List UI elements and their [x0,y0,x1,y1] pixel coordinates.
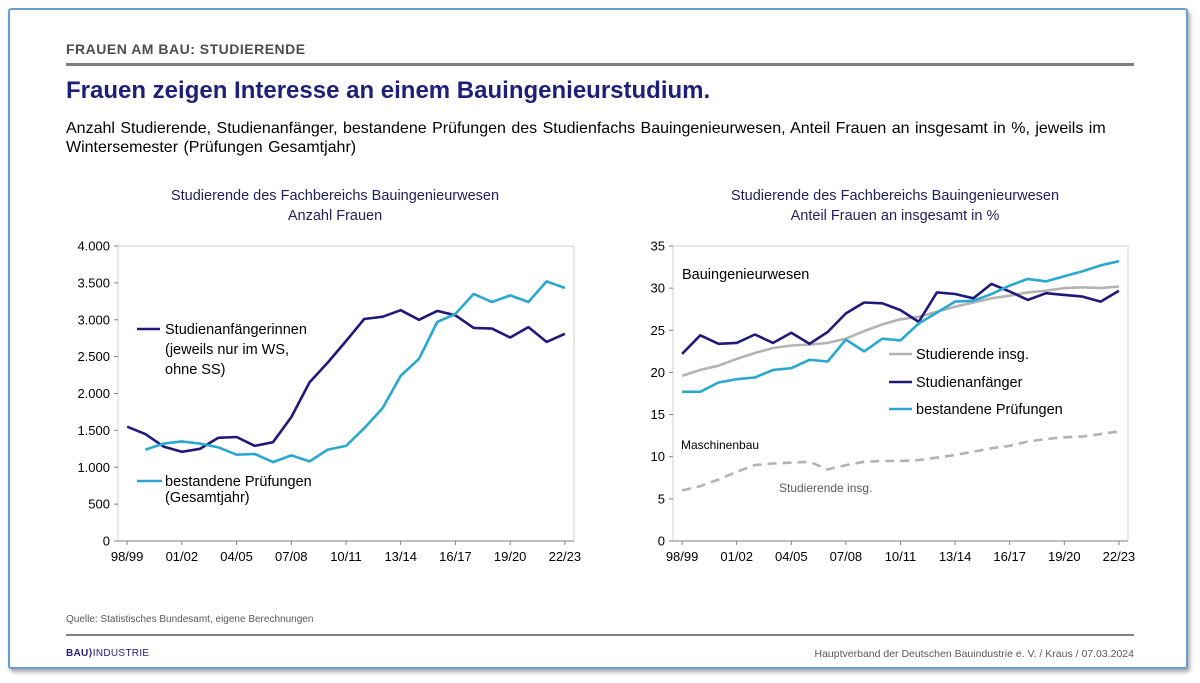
chart2-xtick-label: 13/14 [939,549,972,564]
footer-credit: Hauptverband der Deutschen Bauindustrie … [814,648,1135,660]
chart1-legend-label-anfaengerinnen: Studienanfängerinnen [165,322,307,338]
page-subtitle: Anzahl Studierende, Studienanfänger, bes… [66,120,1106,156]
chart2-ytick-label: 30 [651,281,665,296]
chart1-ytick-label: 1.500 [77,423,110,438]
chart2-annotation-maschinenbau: Maschinenbau [681,438,759,452]
logo-industrie: INDUSTRIE [92,648,150,659]
chart1-xtick-label: 22/23 [549,549,582,564]
chart2-title: Studierende des Fachbereichs Bauingenieu… [730,188,1060,204]
chart1-ytick-label: 3.500 [77,275,110,290]
chart2-xtick-label: 01/02 [720,549,753,564]
chart2-ytick-label: 0 [658,534,665,549]
chart1-xtick-label: 16/17 [439,549,472,564]
chart1-title-block: Studierende des Fachbereichs Bauingenieu… [110,186,560,226]
chart1-subtitle: Anzahl Frauen [287,208,383,224]
chart1-legend-label-anfaengerinnen: (jeweils nur im WS, [165,342,289,358]
chart2-series-line-3 [681,430,1120,492]
header-rule [66,63,1134,66]
chart2-series-line-2 [682,259,1120,394]
chart2-xtick-label: 22/23 [1103,549,1136,564]
chart2-annotation-bauingenieurwesen: Bauingenieurwesen [682,267,809,283]
chart1-series-line-0 [126,308,566,454]
chart1-ytick-label: 4.000 [77,239,110,254]
chart1-xtick-label: 01/02 [166,549,199,564]
source-note: Quelle: Statistisches Bundesamt, eigene … [66,614,314,625]
logo-bau: BAU [66,648,89,659]
bauindustrie-logo: BAU⟩INDUSTRIE [66,648,149,659]
chart1-ytick-label: 2.500 [77,349,110,364]
chart2-xtick-label: 98/99 [666,549,699,564]
chart2-xtick-label: 07/08 [830,549,863,564]
chart1-legend-label-pruefungen: bestandene Prüfungen [165,474,312,490]
chart2-ytick-label: 25 [651,323,665,338]
footer-rule [66,634,1134,636]
chart2-legend-label-2: bestandene Prüfungen [916,402,1063,418]
chart1-xtick-label: 07/08 [275,549,308,564]
chart1-ytick-label: 3.000 [77,312,110,327]
chart2-annotation-maschinenbau-studierende: Studierende insg. [779,481,872,495]
chart2-ytick-label: 35 [651,239,665,254]
chart1-ytick-label: 1.000 [77,460,110,475]
chart2-ytick-label: 20 [651,365,665,380]
chart2-xtick-label: 10/11 [885,549,917,564]
chart2-xtick-label: 19/20 [1048,549,1081,564]
section-kicker: FRAUEN AM BAU: STUDIERENDE [66,41,306,57]
chart2-plot-area [672,245,1129,542]
chart1-ytick-label: 500 [88,497,110,512]
chart2-xtick-label: 16/17 [993,549,1026,564]
slide-frame [8,8,1188,669]
chart2-series-line-1 [681,282,1120,355]
chart1-title: Studierende des Fachbereichs Bauingenieu… [170,188,500,204]
chart2-legend-label-1: Studienanfänger [916,375,1023,391]
chart2-ytick-label: 15 [651,407,665,422]
chart2-series-line-0 [681,285,1120,378]
chart1-ytick-label: 2.000 [77,386,110,401]
chart2-ytick-label: 10 [651,449,665,464]
chart1-xtick-label: 10/11 [330,549,362,564]
chart2-ytick-label: 5 [658,491,665,506]
chart1-xtick-label: 19/20 [494,549,527,564]
chart1-legend-label-anfaengerinnen: ohne SS) [165,362,225,378]
chart2-xtick-label: 04/05 [775,549,808,564]
chart2-subtitle: Anteil Frauen an insgesamt in % [790,208,1000,224]
chart1-ytick-label: 0 [103,534,110,549]
chart1-xtick-label: 98/99 [111,549,144,564]
chart2-legend-label-0: Studierende insg. [916,347,1029,363]
chart1-legend-label-pruefungen: (Gesamtjahr) [165,490,250,506]
chart1-series-line-1 [144,280,566,464]
chart1-xtick-label: 13/14 [384,549,417,564]
chart1-xtick-label: 04/05 [220,549,253,564]
page-title: Frauen zeigen Interesse an einem Bauinge… [66,77,711,104]
logo-mark: ⟩ [88,648,93,659]
chart2-title-block: Studierende des Fachbereichs Bauingenieu… [665,186,1125,226]
